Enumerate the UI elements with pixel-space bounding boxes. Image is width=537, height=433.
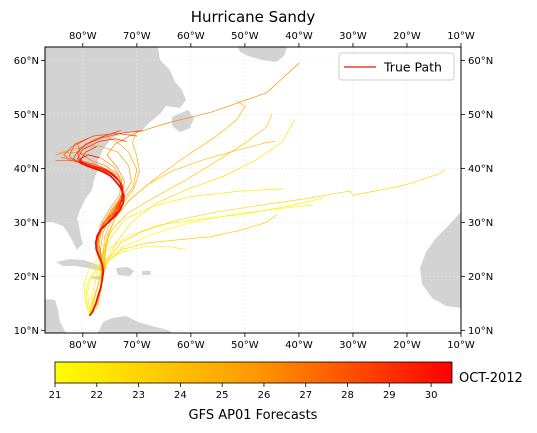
colorbar-tick-label: 29	[383, 390, 396, 401]
forecast-track	[87, 204, 313, 314]
land-greenland	[238, 47, 287, 62]
forecast-track	[90, 188, 284, 313]
lon-tick-label-top: 60°W	[177, 31, 205, 42]
colorbar-tick-label: 22	[90, 390, 103, 401]
lat-tick-label-right: 10°N	[468, 326, 493, 337]
lon-tick-label-top: 80°W	[69, 31, 97, 42]
land-hispaniola	[116, 267, 134, 276]
lon-tick-label-top: 40°W	[285, 31, 313, 42]
forecast-track	[85, 246, 186, 315]
lat-tick-label-right: 60°N	[468, 56, 493, 67]
lat-tick-label-right: 50°N	[468, 110, 493, 121]
lat-tick-label-left: 20°N	[14, 272, 39, 283]
land	[45, 47, 461, 333]
colorbar-month-label: OCT-2012	[459, 371, 523, 386]
map-frame	[44, 46, 462, 334]
forecast-track	[79, 146, 124, 211]
map-panel	[44, 46, 462, 334]
lon-tick-label-bottom: 60°W	[177, 340, 205, 351]
lat-tick-label-right: 20°N	[468, 272, 493, 283]
legend-box	[338, 52, 455, 81]
legend-label: True Path	[383, 60, 442, 75]
lat-tick-label-left: 50°N	[14, 110, 39, 121]
colorbar-tick-label: 30	[425, 390, 438, 401]
lon-tick-label-bottom: 30°W	[339, 340, 367, 351]
lat-tick-label-right: 30°N	[468, 218, 493, 229]
axis-ticks: 80°W 80°W 70°W 70°W 60°W 60°W 50°W 50°W 40°W 40°W…	[14, 31, 493, 351]
lon-tick-label-bottom: 40°W	[285, 340, 313, 351]
forecast-track	[97, 62, 300, 280]
lon-tick-label-bottom: 70°W	[123, 340, 151, 351]
land-puerto-rico	[142, 271, 151, 275]
lat-tick-label-left: 40°N	[14, 164, 39, 175]
land-newfoundland	[172, 110, 194, 132]
forecast-track	[83, 197, 324, 312]
true-path-line	[78, 161, 125, 317]
colorbar-label: GFS AP01 Forecasts	[189, 408, 318, 423]
lon-tick-label-bottom: 80°W	[69, 340, 97, 351]
forecast-track	[91, 114, 273, 314]
colorbar-tick-label: 24	[174, 390, 187, 401]
lon-tick-label-top: 30°W	[339, 31, 367, 42]
lon-tick-label-top: 10°W	[447, 31, 475, 42]
land-north-america	[45, 47, 186, 248]
land-africa	[420, 212, 461, 308]
colorbar: 21 22 23 24 25 26 27 28 29 30 OCT-2012 GFS AP01 F…	[49, 361, 523, 423]
colorbar-gradient	[54, 361, 453, 384]
forecast-track	[88, 169, 446, 314]
lon-tick-label-bottom: 50°W	[231, 340, 259, 351]
land-florida	[65, 220, 82, 250]
lon-tick-label-top: 20°W	[393, 31, 421, 42]
colorbar-tick-label: 28	[341, 390, 354, 401]
legend: True Path	[338, 52, 455, 81]
land-jamaica	[92, 276, 101, 280]
lat-tick-label-left: 10°N	[14, 326, 39, 337]
graticule	[45, 47, 462, 333]
lat-tick-label-left: 60°N	[14, 56, 39, 67]
colorbar-tick-label: 23	[132, 390, 145, 401]
land-south-america	[98, 316, 172, 333]
lat-tick-label-left: 30°N	[14, 218, 39, 229]
colorbar-tick-label: 25	[216, 390, 229, 401]
colorbar-tick-label: 26	[258, 390, 271, 401]
lon-tick-label-bottom: 20°W	[393, 340, 421, 351]
land-central-america	[45, 299, 66, 333]
lon-tick-label-top: 70°W	[123, 31, 151, 42]
colorbar-tick-label: 27	[299, 390, 312, 401]
lon-tick-label-top: 50°W	[231, 31, 259, 42]
land-cuba	[56, 259, 108, 271]
true-path	[78, 161, 125, 317]
colorbar-ticks: 21 22 23 24 25 26 27 28 29 30	[49, 383, 438, 401]
colorbar-tick-label: 21	[49, 390, 62, 401]
lon-tick-label-bottom: 10°W	[447, 340, 475, 351]
forecast-track	[77, 130, 124, 226]
lat-tick-label-right: 40°N	[468, 164, 493, 175]
chart-title: Hurricane Sandy	[191, 8, 316, 26]
